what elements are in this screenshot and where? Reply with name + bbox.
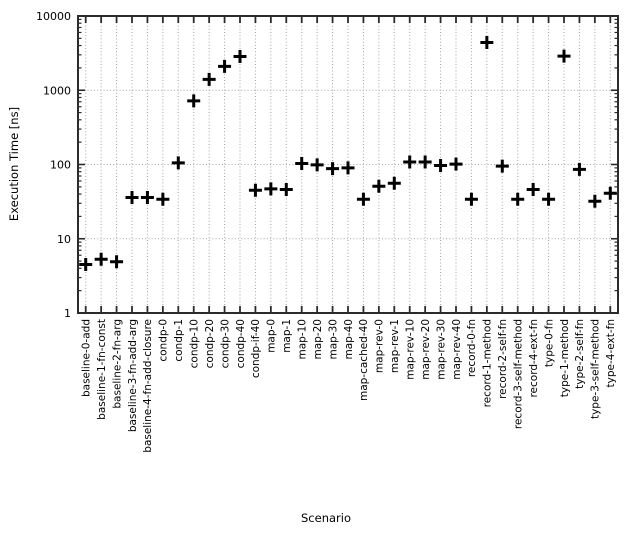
x-tick-label: map-rev-20 bbox=[420, 319, 432, 380]
data-point-type-0-fn bbox=[542, 192, 556, 206]
y-tick-label: 10 bbox=[57, 233, 71, 246]
data-point-map-1 bbox=[279, 183, 293, 197]
x-tick-label: map-rev-30 bbox=[435, 319, 447, 380]
data-point-map-rev-30 bbox=[434, 158, 448, 172]
data-point-condp-20 bbox=[202, 72, 216, 86]
x-tick-label: condp-40 bbox=[235, 319, 247, 368]
x-tick-label: type-0-fn bbox=[543, 319, 555, 367]
x-tick-label: baseline-0-add bbox=[81, 319, 93, 397]
data-point-map-30 bbox=[326, 162, 340, 176]
y-axis-title: Execution Time [ns] bbox=[7, 106, 21, 222]
x-tick-label: baseline-4-fn-add-closure bbox=[142, 319, 154, 453]
x-tick-label: map-0 bbox=[266, 319, 278, 353]
data-point-type-3-self-method bbox=[588, 194, 602, 208]
x-tick-label: condp-20 bbox=[204, 319, 216, 368]
x-tick-label: map-rev-1 bbox=[389, 319, 401, 373]
data-point-record-4-ext-fn bbox=[526, 183, 540, 197]
data-point-map-rev-0 bbox=[372, 179, 386, 193]
x-tick-label: condp-0 bbox=[158, 319, 170, 362]
x-tick-label: type-4-ext-fn bbox=[605, 319, 617, 387]
x-tick-label: record-4-ext-fn bbox=[528, 319, 540, 398]
x-tick-label: condp-30 bbox=[219, 319, 231, 368]
x-tick-label: record-2-self-fn bbox=[497, 319, 509, 399]
x-tick-label: type-3-self-method bbox=[590, 319, 602, 419]
x-axis-title: Scenario bbox=[301, 511, 351, 525]
x-tick-label: baseline-2-fn-arg bbox=[111, 319, 123, 409]
y-tick-label: 100 bbox=[50, 159, 71, 172]
y-tick-label: 1 bbox=[64, 307, 71, 320]
data-point-record-1-method bbox=[480, 35, 494, 49]
plot-border bbox=[77, 15, 619, 314]
data-point-map-10 bbox=[295, 157, 309, 171]
data-markers bbox=[79, 35, 617, 271]
data-point-map-cached-40 bbox=[356, 192, 370, 206]
x-tick-label: condp-10 bbox=[189, 319, 201, 368]
data-point-condp-30 bbox=[218, 59, 232, 73]
gridlines bbox=[78, 16, 618, 313]
x-tick-label: map-10 bbox=[297, 319, 309, 359]
y-tick-label: 1000 bbox=[43, 84, 71, 97]
x-tick-label: map-rev-0 bbox=[374, 319, 386, 373]
x-tick-label: map-cached-40 bbox=[358, 319, 370, 401]
data-point-baseline-2-fn-arg bbox=[110, 255, 124, 269]
x-tick-label: record-0-fn bbox=[466, 319, 478, 377]
data-point-baseline-0-add bbox=[79, 257, 93, 271]
x-tick-label: map-30 bbox=[327, 319, 339, 359]
data-point-map-20 bbox=[310, 158, 324, 172]
data-point-record-0-fn bbox=[464, 192, 478, 206]
data-point-baseline-4-fn-add-closure bbox=[140, 190, 154, 204]
x-tick-label: map-20 bbox=[312, 319, 324, 359]
data-point-baseline-3-fn-add-arg bbox=[125, 190, 139, 204]
data-point-baseline-1-fn-const bbox=[94, 252, 108, 266]
data-point-condp-if-40 bbox=[248, 183, 262, 197]
y-tick-labels: 1 10 100 1000 10000 bbox=[36, 10, 71, 320]
y-tick-label: 10000 bbox=[36, 10, 71, 23]
x-tick-label: map-1 bbox=[281, 319, 293, 353]
x-tick-label: type-2-self-fn bbox=[574, 319, 586, 389]
data-point-map-0 bbox=[264, 182, 278, 196]
data-point-record-3-self-method bbox=[511, 192, 525, 206]
data-point-map-rev-1 bbox=[387, 176, 401, 190]
x-tick-label: baseline-1-fn-const bbox=[96, 319, 108, 420]
x-tick-label: type-1-method bbox=[559, 319, 571, 397]
x-tick-label: map-rev-10 bbox=[405, 319, 417, 380]
x-tick-label: baseline-3-fn-add-arg bbox=[127, 319, 139, 432]
x-tick-label: map-rev-40 bbox=[451, 319, 463, 380]
data-point-type-1-method bbox=[557, 49, 571, 63]
x-tick-label: condp-if-40 bbox=[250, 319, 262, 378]
data-point-record-2-self-fn bbox=[495, 159, 509, 173]
x-tick-label: condp-1 bbox=[173, 319, 185, 362]
data-point-type-2-self-fn bbox=[572, 162, 586, 176]
data-point-map-rev-40 bbox=[449, 157, 463, 171]
data-point-map-rev-10 bbox=[403, 155, 417, 169]
data-point-map-40 bbox=[341, 161, 355, 175]
data-point-map-rev-20 bbox=[418, 155, 432, 169]
data-point-condp-40 bbox=[233, 49, 247, 63]
data-point-condp-0 bbox=[156, 192, 170, 206]
x-tick-label: map-40 bbox=[343, 319, 355, 359]
x-tick-label: record-1-method bbox=[482, 319, 494, 407]
data-point-type-4-ext-fn bbox=[603, 186, 617, 200]
x-tick-labels: baseline-0-add baseline-1-fn-const baselin… bbox=[81, 319, 618, 453]
data-point-condp-10 bbox=[187, 94, 201, 108]
data-point-condp-1 bbox=[171, 156, 185, 170]
x-tick-label: record-3-self-method bbox=[513, 319, 525, 429]
